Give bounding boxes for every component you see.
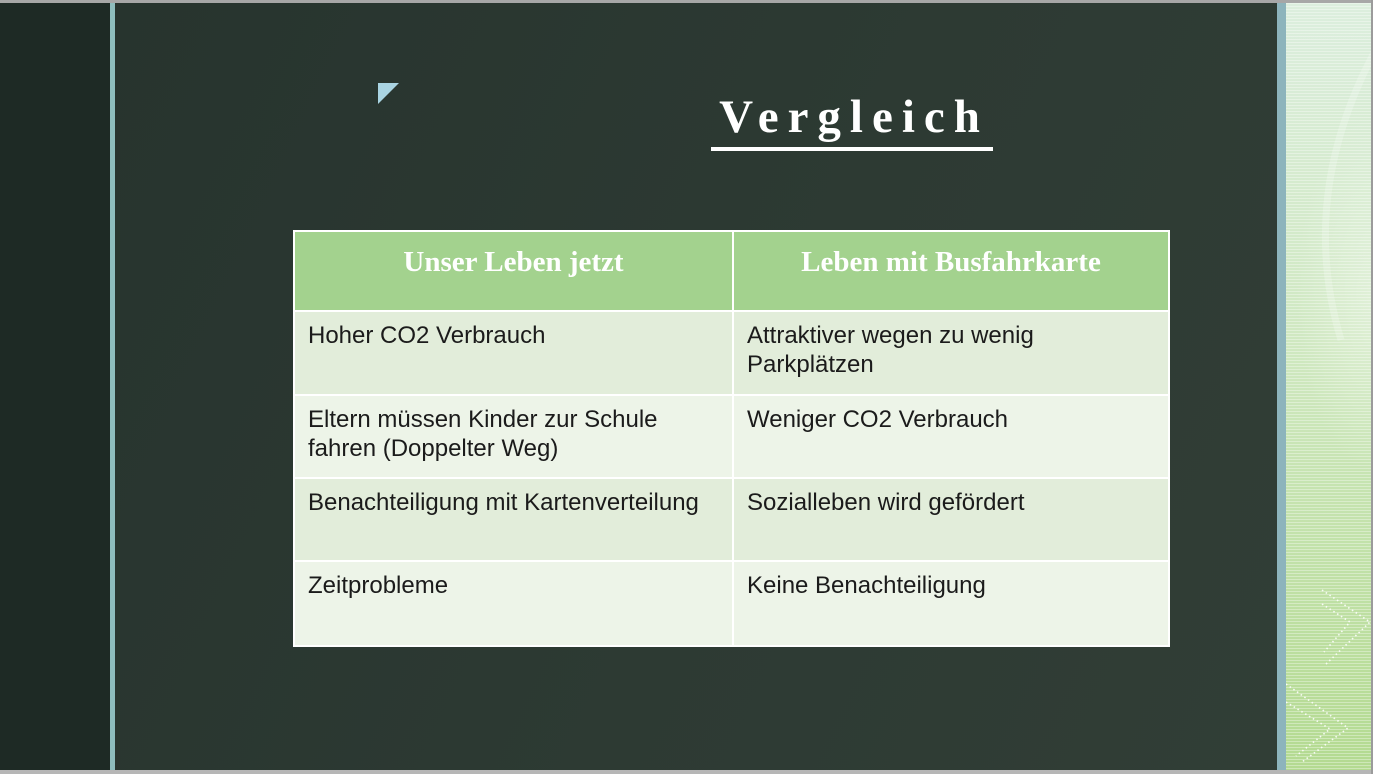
- table-cell: Weniger CO2 Verbrauch: [734, 396, 1168, 477]
- table-cell: Eltern müssen Kinder zur Schule fahren (…: [295, 396, 732, 477]
- table-cell: Hoher CO2 Verbrauch: [295, 312, 732, 394]
- table-cell: Zeitprobleme: [295, 562, 732, 645]
- table-header-cell: Leben mit Busfahrkarte: [734, 232, 1168, 310]
- table-cell: Attraktiver wegen zu wenig Parkplätzen: [734, 312, 1168, 394]
- table-cell: Keine Benachteiligung: [734, 562, 1168, 645]
- comparison-table: Unser Leben jetzt Leben mit Busfahrkarte H…: [293, 230, 1170, 647]
- table-cell: Sozialleben wird gefördert: [734, 479, 1168, 560]
- chevron-right-outline-icon: [1286, 51, 1371, 763]
- slide-title-block: Vergleich: [552, 91, 1152, 151]
- window-right-border: [1371, 0, 1373, 774]
- table-cell: Benachteiligung mit Kartenverteilung: [295, 479, 732, 560]
- window-bottom-border: [0, 770, 1373, 774]
- left-accent-line: [110, 0, 115, 774]
- right-accent-line: [1277, 0, 1286, 774]
- window-top-border: [0, 0, 1373, 3]
- slide-title: Vergleich: [711, 91, 993, 151]
- left-side-panel: [0, 0, 110, 774]
- table-header-cell: Unser Leben jetzt: [295, 232, 732, 310]
- triangle-marker-icon: [378, 83, 399, 104]
- right-decorative-strip: [1286, 0, 1371, 774]
